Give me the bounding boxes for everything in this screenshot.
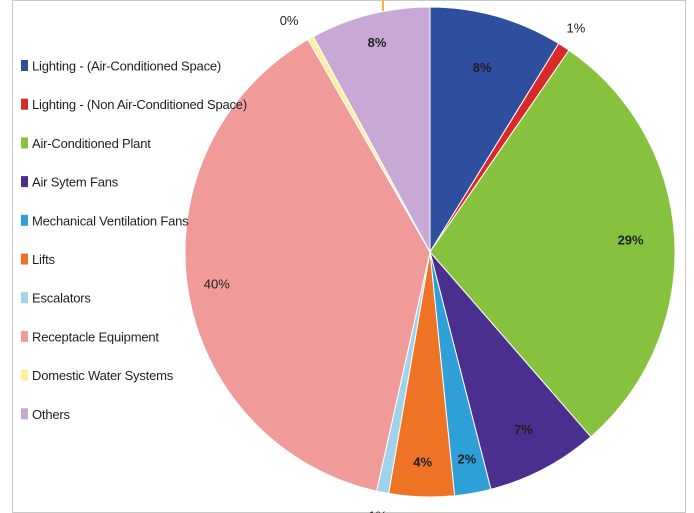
- slice-label-9: 0%: [280, 13, 299, 28]
- slice-label-5: 2%: [458, 451, 477, 466]
- legend-entry-10: Others: [32, 407, 71, 422]
- slice-label-6: 4%: [413, 455, 432, 470]
- pie-slice-8: [184, 38, 431, 492]
- pie-slice-3: [429, 49, 676, 438]
- legend-entry-4: Air Sytem Fans: [32, 175, 119, 190]
- slice-label-7: 1%: [368, 508, 387, 513]
- legend-swatch-9: [21, 369, 28, 381]
- legend-swatch-10: [21, 408, 28, 420]
- top-marker: [382, 0, 384, 16]
- legend-entry-3: Air-Conditioned Plant: [32, 136, 151, 151]
- legend-swatch-6: [21, 253, 28, 265]
- legend-swatch-7: [21, 292, 28, 304]
- slice-label-3: 29%: [618, 233, 644, 248]
- legend-swatch-3: [21, 137, 28, 149]
- slice-label-8: 40%: [204, 276, 230, 291]
- legend-entry-1: Lighting - (Air-Conditioned Space): [32, 59, 221, 74]
- slice-labels: 8% 1% 29% 7% 2% 4% 1% 40% 0% 8%: [204, 13, 644, 513]
- legend-entry-6: Lifts: [32, 252, 56, 267]
- pie-slice-10: [312, 6, 431, 253]
- legend-swatch-8: [21, 330, 28, 342]
- slice-label-4: 7%: [514, 422, 533, 437]
- slice-label-10: 8%: [368, 35, 387, 50]
- legend-swatch-5: [21, 214, 28, 226]
- slice-label-1: 8%: [473, 60, 492, 75]
- pie-slice-1: [429, 6, 560, 254]
- legend-entry-2: Lighting - (Non Air-Conditioned Space): [32, 97, 247, 112]
- legend-swatch-2: [21, 98, 28, 110]
- legend-entry-8: Receptacle Equipment: [32, 329, 159, 344]
- pie-slice-4: [429, 251, 592, 490]
- legend-swatch-4: [21, 176, 28, 188]
- legend-entry-5: Mechanical Ventilation Fans: [32, 213, 189, 228]
- legend-swatch-1: [21, 60, 28, 71]
- pie-slices: [184, 6, 676, 498]
- slice-label-2: 1%: [567, 20, 586, 35]
- legend: Lighting - (Air-Conditioned Space) Lighti…: [21, 59, 247, 422]
- legend-entry-9: Domestic Water Systems: [32, 368, 174, 383]
- legend-entry-7: Escalators: [32, 291, 91, 306]
